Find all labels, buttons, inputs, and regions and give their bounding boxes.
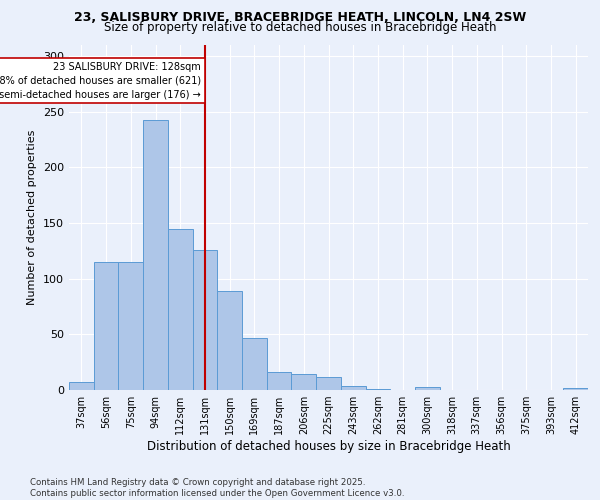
Text: Contains HM Land Registry data © Crown copyright and database right 2025.
Contai: Contains HM Land Registry data © Crown c… <box>30 478 404 498</box>
Bar <box>365 389 390 390</box>
Bar <box>217 291 242 390</box>
Bar <box>292 374 316 390</box>
Text: Size of property relative to detached houses in Bracebridge Heath: Size of property relative to detached ho… <box>104 21 496 34</box>
Bar <box>267 372 292 390</box>
Bar <box>242 338 267 390</box>
Bar <box>168 228 193 390</box>
Y-axis label: Number of detached properties: Number of detached properties <box>28 130 37 305</box>
Bar <box>563 388 588 390</box>
Bar <box>193 250 217 390</box>
Bar <box>316 376 341 390</box>
Bar <box>118 262 143 390</box>
Bar <box>143 120 168 390</box>
Text: 23 SALISBURY DRIVE: 128sqm
← 78% of detached houses are smaller (621)
22% of sem: 23 SALISBURY DRIVE: 128sqm ← 78% of deta… <box>0 62 201 100</box>
Bar <box>94 262 118 390</box>
Bar <box>69 382 94 390</box>
Bar <box>341 386 365 390</box>
Bar <box>415 386 440 390</box>
Text: 23, SALISBURY DRIVE, BRACEBRIDGE HEATH, LINCOLN, LN4 2SW: 23, SALISBURY DRIVE, BRACEBRIDGE HEATH, … <box>74 11 526 24</box>
X-axis label: Distribution of detached houses by size in Bracebridge Heath: Distribution of detached houses by size … <box>146 440 511 453</box>
